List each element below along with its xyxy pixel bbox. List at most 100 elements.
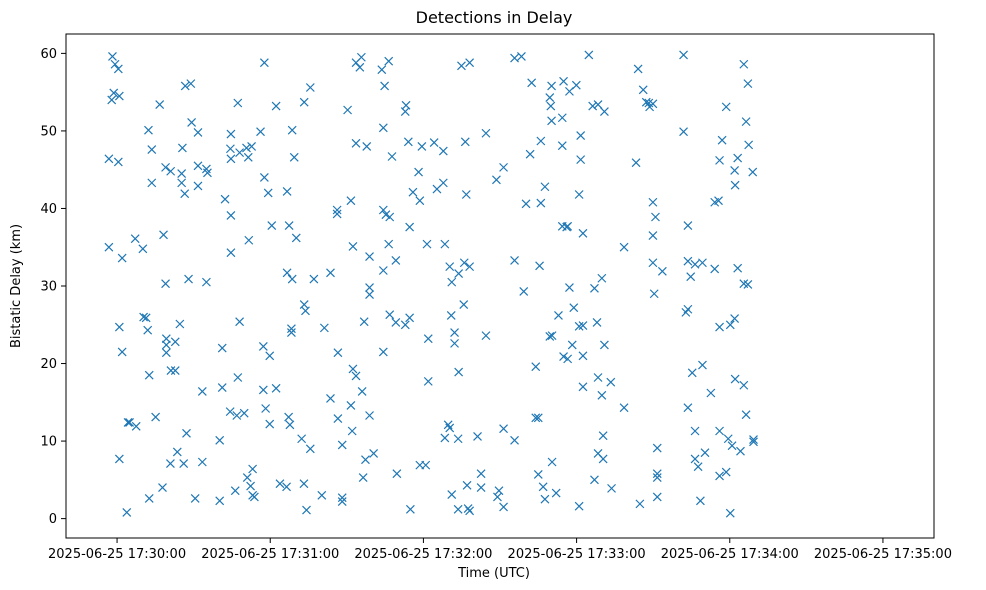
data-point <box>454 367 464 377</box>
data-point <box>326 394 335 403</box>
data-point <box>606 377 616 387</box>
data-point <box>400 320 410 330</box>
data-point <box>230 486 240 496</box>
data-point <box>114 322 124 332</box>
data-point <box>235 317 245 327</box>
data-point <box>391 318 401 327</box>
data-point <box>725 320 735 330</box>
data-point <box>743 79 753 89</box>
data-point <box>714 196 723 206</box>
data-point <box>633 64 643 74</box>
data-point <box>447 277 457 287</box>
data-point <box>384 56 394 66</box>
data-point <box>166 366 176 375</box>
data-point <box>170 337 180 347</box>
data-point <box>459 258 469 268</box>
data-point <box>186 79 196 89</box>
data-point <box>282 482 291 492</box>
data-point <box>578 321 588 330</box>
x-tick-label: 2025-06-25 17:32:00 <box>354 547 492 562</box>
data-point <box>357 387 367 396</box>
data-point <box>190 494 200 503</box>
data-point <box>217 343 227 353</box>
data-point <box>527 78 537 88</box>
data-point <box>203 168 212 178</box>
data-point <box>727 441 737 451</box>
data-point <box>305 444 315 454</box>
data-point <box>177 169 187 178</box>
data-point <box>422 239 432 249</box>
data-point <box>235 148 245 158</box>
data-point <box>369 449 379 458</box>
data-point <box>749 435 758 444</box>
data-point <box>177 178 187 188</box>
data-point <box>540 182 550 192</box>
data-point <box>355 62 365 72</box>
data-point <box>161 162 170 172</box>
data-point <box>351 138 361 148</box>
data-point <box>423 376 433 386</box>
data-point <box>220 194 230 204</box>
data-point <box>429 138 439 147</box>
data-point <box>193 181 203 191</box>
data-point <box>333 414 343 424</box>
data-point <box>565 283 574 292</box>
data-point <box>301 306 310 316</box>
data-point <box>736 446 745 456</box>
data-point <box>113 64 123 74</box>
data-point <box>576 155 586 165</box>
data-point <box>635 499 645 509</box>
data-point <box>391 255 401 265</box>
data-point <box>593 100 603 109</box>
data-point <box>510 435 519 445</box>
data-point <box>305 83 315 92</box>
data-point <box>631 158 641 168</box>
data-point <box>248 464 258 474</box>
data-point <box>108 52 117 61</box>
data-point <box>743 280 753 289</box>
y-tick-label: 50 <box>40 124 57 139</box>
data-point <box>197 457 207 467</box>
data-point <box>559 352 568 361</box>
data-point <box>326 268 335 278</box>
data-point <box>607 483 616 493</box>
data-point <box>244 235 254 245</box>
data-point <box>569 303 579 313</box>
data-point <box>405 313 415 323</box>
data-point <box>155 100 165 109</box>
data-point <box>414 167 423 177</box>
data-point <box>687 368 697 378</box>
data-point <box>578 228 588 238</box>
data-point <box>599 340 609 350</box>
data-point <box>405 504 415 514</box>
data-point <box>166 166 176 176</box>
data-point <box>725 508 735 518</box>
data-point <box>122 507 132 517</box>
data-point <box>454 269 464 279</box>
data-point <box>545 93 555 103</box>
data-point <box>158 483 167 493</box>
data-point <box>297 434 307 444</box>
data-point <box>531 362 541 372</box>
data-point <box>590 475 599 485</box>
data-point <box>259 58 269 68</box>
data-point <box>378 266 388 275</box>
data-point <box>225 407 235 417</box>
data-point <box>652 473 662 482</box>
data-point <box>332 205 342 215</box>
data-point <box>499 502 508 512</box>
data-point <box>117 253 127 263</box>
data-point <box>686 272 696 282</box>
data-point <box>648 99 658 109</box>
data-point <box>130 234 140 244</box>
data-point <box>226 211 236 220</box>
data-point <box>226 248 236 258</box>
x-tick-label: 2025-06-25 17:30:00 <box>48 547 186 562</box>
data-point <box>358 473 368 482</box>
x-tick-label: 2025-06-25 17:31:00 <box>201 547 339 562</box>
data-point <box>465 262 475 272</box>
data-point <box>172 447 182 457</box>
data-point <box>151 412 161 422</box>
data-point <box>730 314 740 323</box>
